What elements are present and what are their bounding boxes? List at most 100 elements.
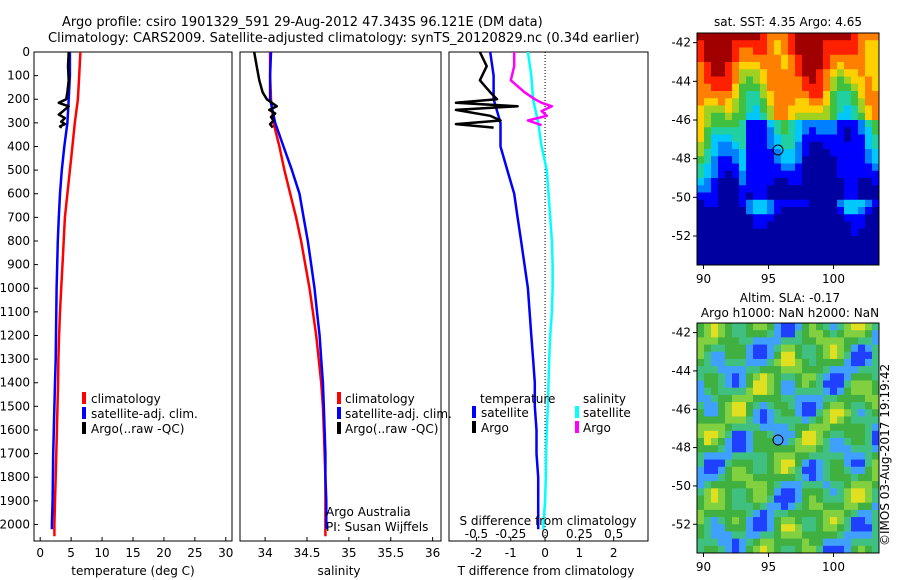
heatmap-cell (760, 228, 768, 237)
heatmap-cell (774, 33, 782, 41)
heatmap-cell (725, 358, 733, 367)
heatmap-cell (788, 409, 796, 418)
salinity-profiles (252, 51, 328, 537)
heatmap-cell (781, 228, 789, 237)
heatmap-cell (788, 323, 796, 331)
heatmap-cell (739, 83, 747, 92)
heatmap-cell (788, 423, 796, 432)
heatmap-cell (767, 40, 775, 49)
heatmap-cell (704, 344, 712, 353)
heatmap-cell (795, 141, 803, 150)
heatmap-cell (711, 488, 719, 497)
heatmap-cell (844, 394, 852, 403)
x-tick-label: 2 (610, 546, 618, 560)
heatmap-cell (753, 509, 761, 518)
heatmap-cell (788, 452, 796, 461)
heatmap-cell (809, 344, 817, 353)
heatmap-cell (851, 366, 859, 374)
heatmap-cell (781, 545, 789, 553)
heatmap-cell (725, 250, 733, 259)
heatmap-cell (851, 199, 859, 208)
map-lat-tick-label: -46 (671, 113, 691, 127)
heatmap-cell (753, 105, 761, 114)
heatmap-cell (711, 185, 719, 194)
heatmap-cell (760, 481, 768, 489)
heatmap-cell (865, 112, 873, 121)
heatmap-cell (767, 47, 775, 56)
heatmap-cell (823, 409, 831, 418)
heatmap-cell (795, 495, 803, 504)
heatmap-cell (830, 452, 838, 461)
heatmap-cell (837, 178, 845, 186)
x-tick-label: 34.5 (294, 546, 321, 560)
sst-map-tick-labels: 90 95 100-42-44-46-48-50-52 (671, 36, 845, 286)
heatmap-cell (872, 452, 879, 461)
heatmap-cell (802, 47, 810, 56)
heatmap-cell (795, 207, 803, 215)
heatmap-cell (704, 98, 712, 107)
heatmap-cell (837, 358, 845, 367)
heatmap-cell (739, 423, 747, 432)
heatmap-cell (851, 459, 859, 468)
heatmap-cell (774, 409, 782, 418)
heatmap-cell (802, 134, 810, 143)
heatmap-cell (781, 366, 789, 374)
heatmap-cell (802, 62, 810, 70)
heatmap-cell (781, 98, 789, 107)
heatmap-cell (788, 466, 796, 475)
heatmap-cell (697, 466, 705, 475)
heatmap-cell (802, 243, 810, 252)
heatmap-cell (732, 236, 740, 244)
heatmap-cell (816, 199, 824, 208)
heatmap-cell (865, 98, 873, 107)
heatmap-cell (760, 351, 768, 360)
heatmap-cell (851, 91, 859, 99)
heatmap-cell (802, 105, 810, 114)
heatmap-cell (788, 221, 796, 230)
heatmap-cell (816, 163, 824, 172)
heatmap-cell (809, 545, 817, 553)
heatmap-cell (711, 459, 719, 468)
heatmap-cell (837, 149, 845, 157)
heatmap-cell (753, 207, 761, 215)
heatmap-cell (697, 445, 705, 453)
heatmap-cell (781, 524, 789, 533)
heatmap-cell (816, 207, 824, 215)
heatmap-cell (851, 214, 859, 223)
heatmap-cell (788, 517, 796, 525)
heatmap-cell (865, 192, 873, 201)
heatmap-cell (802, 517, 810, 525)
heatmap-cell (760, 178, 768, 186)
heatmap-cell (872, 502, 879, 511)
heatmap-cell (795, 459, 803, 468)
heatmap-cell (746, 416, 754, 425)
heatmap-cell (865, 199, 873, 208)
sla-map-frame (696, 322, 880, 554)
heatmap-cell (830, 495, 838, 504)
map-lon-tick-label: 95 (761, 560, 776, 574)
heatmap-cell (795, 83, 803, 92)
heatmap-cell (774, 47, 782, 56)
heatmap-cell (732, 120, 740, 128)
heatmap-cell (858, 473, 866, 482)
heatmap-cell (816, 330, 824, 338)
heatmap-cell (802, 373, 810, 382)
heatmap-cell (711, 54, 719, 63)
heatmap-cell (732, 185, 740, 194)
heatmap-cell (781, 192, 789, 201)
heatmap-cell (711, 214, 719, 223)
heatmap-cell (844, 387, 852, 396)
map-lon-tick-label: 90 (696, 272, 711, 286)
heatmap-cell (767, 134, 775, 143)
heatmap-cell (837, 221, 845, 230)
heatmap-cell (872, 257, 879, 265)
heatmap-cell (795, 120, 803, 128)
heatmap-cell (809, 33, 817, 41)
heatmap-cell (725, 387, 733, 396)
heatmap-cell (711, 344, 719, 353)
heatmap-cell (809, 163, 817, 172)
heatmap-cell (802, 502, 810, 511)
heatmap-cell (844, 112, 852, 121)
depth-tick-labels: 0100200300400500600700800900100011001200… (0, 45, 38, 531)
heatmap-cell (816, 33, 824, 41)
